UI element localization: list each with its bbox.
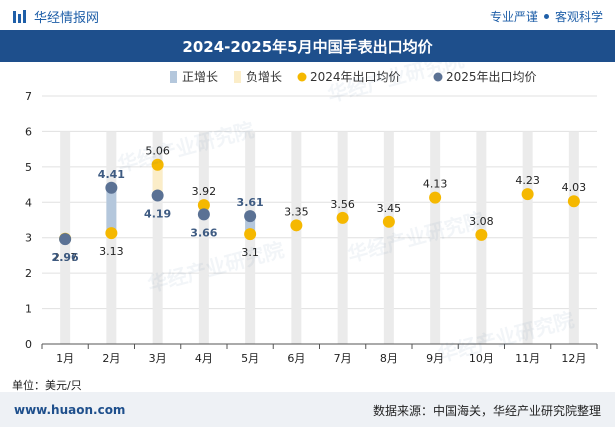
x-tick-label: 2月 — [102, 352, 120, 365]
watermark: 华经产业研究院 — [345, 207, 486, 266]
y-tick-label: 3 — [25, 232, 32, 245]
site-link[interactable]: www.huaon.com — [14, 403, 126, 417]
background-column — [337, 131, 348, 344]
background-column — [198, 131, 209, 344]
point-2025 — [105, 181, 118, 194]
legend-label: 负增长 — [246, 70, 282, 84]
chart-title: 2024-2025年5月中国手表出口均价 — [182, 37, 433, 56]
slogan-right: 客观科学 — [554, 10, 603, 24]
x-tick-label: 9月 — [426, 352, 444, 365]
point-2024 — [382, 215, 395, 228]
brand: 华经情报网 — [12, 7, 99, 26]
legend-label: 2024年出口均价 — [310, 70, 401, 84]
point-2024 — [521, 188, 534, 201]
slogan-left: 专业严谨 — [489, 10, 538, 24]
y-tick-label: 5 — [25, 161, 32, 174]
chart-title-bar: 2024-2025年5月中国手表出口均价 — [0, 30, 615, 62]
data-label-2024: 3.45 — [377, 202, 402, 215]
point-2025 — [151, 189, 164, 202]
unit-label: 单位：美元/只 — [12, 379, 82, 392]
x-tick-label: 10月 — [469, 352, 494, 365]
x-tick-label: 11月 — [515, 352, 540, 365]
data-label-2025: 3.61 — [237, 196, 264, 209]
point-2024 — [151, 158, 164, 171]
legend-swatch-increase — [170, 71, 177, 83]
data-label-2024: 2.97 — [53, 251, 78, 264]
data-label-2024: 3.35 — [284, 205, 309, 218]
huajing-logo-icon — [13, 9, 26, 23]
background-column — [291, 131, 302, 344]
data-label-2024: 3.56 — [330, 198, 355, 211]
data-label-2025: 3.66 — [190, 226, 217, 239]
x-tick-label: 12月 — [561, 352, 586, 365]
increase-bar — [245, 216, 256, 235]
source-note: 数据来源：中国海关，华经产业研究院整理 — [372, 404, 601, 418]
legend-dot-2025 — [433, 72, 443, 82]
increase-bar — [106, 187, 117, 234]
data-label-2024: 5.06 — [145, 145, 170, 158]
background-column — [568, 131, 579, 344]
background-column — [430, 131, 441, 344]
y-tick-label: 2 — [25, 267, 32, 280]
point-2024 — [244, 228, 257, 241]
point-2024 — [336, 211, 349, 224]
point-2024 — [290, 219, 303, 232]
y-tick-label: 0 — [25, 338, 32, 351]
data-label-2025: 4.41 — [98, 168, 125, 181]
x-tick-label: 4月 — [195, 352, 213, 365]
x-tick-label: 8月 — [380, 352, 398, 365]
data-label-2025: 2.96 — [52, 251, 79, 264]
point-2024 — [475, 228, 488, 241]
brand-name: 华经情报网 — [34, 11, 100, 26]
background-column — [152, 131, 163, 344]
data-label-2025: 4.19 — [144, 208, 171, 221]
point-2024 — [429, 191, 442, 204]
data-label-2024: 3.1 — [241, 246, 259, 259]
data-label-2024: 3.92 — [192, 185, 217, 198]
data-label-2024: 3.08 — [469, 215, 494, 228]
legend-dot-2024 — [297, 72, 307, 82]
point-2024 — [197, 199, 210, 212]
decrease-bar — [152, 164, 163, 196]
point-2024 — [567, 195, 580, 208]
chart-svg: 正增长 负增长 2024年出口均价 2025年出口均价 0 1 2 3 4 5 6 7 1月 2月 3月 4月… — [25, 47, 598, 367]
watermark: 华经产业研究院 — [325, 62, 466, 107]
data-label-2024: 3.13 — [99, 245, 124, 258]
point-2025 — [197, 208, 210, 221]
x-tick-label: 5月 — [241, 352, 259, 365]
watermark: 华经产业研究院 — [145, 237, 286, 296]
watermark: 华经产业研究院 — [435, 307, 576, 366]
legend-label: 2025年出口均价 — [446, 70, 537, 84]
bullet-icon — [543, 14, 549, 19]
x-tick-label: 7月 — [334, 352, 352, 365]
slogan: 专业严谨 客观科学 — [490, 8, 603, 25]
point-2025 — [59, 233, 72, 246]
data-label-2024: 4.03 — [562, 181, 587, 194]
legend-label: 正增长 — [182, 70, 218, 84]
watermark: 华经产业研究院 — [115, 117, 256, 176]
point-2024 — [105, 227, 118, 240]
y-tick-label: 4 — [25, 196, 32, 209]
y-tick-label: 6 — [25, 125, 32, 138]
legend-swatch-decrease — [234, 71, 241, 83]
point-2025 — [244, 210, 257, 223]
background-column — [522, 131, 533, 344]
top-bar: 华经情报网 专业严谨 客观科学 — [0, 0, 615, 30]
data-label-2024: 4.23 — [515, 174, 540, 187]
background-column — [383, 131, 394, 344]
y-tick-label: 7 — [25, 90, 32, 103]
x-tick-label: 1月 — [56, 352, 74, 365]
x-tick-label: 6月 — [287, 352, 305, 365]
x-tick-label: 3月 — [149, 352, 167, 365]
footer: www.huaon.com 数据来源：中国海关，华经产业研究院整理 — [0, 392, 615, 427]
chart-area: 正增长 负增长 2024年出口均价 2025年出口均价 0 1 2 3 4 5 6 7 1月 2月 3月 4月… — [0, 47, 615, 380]
data-label-2024: 4.13 — [423, 178, 448, 191]
y-tick-label: 1 — [25, 303, 32, 316]
